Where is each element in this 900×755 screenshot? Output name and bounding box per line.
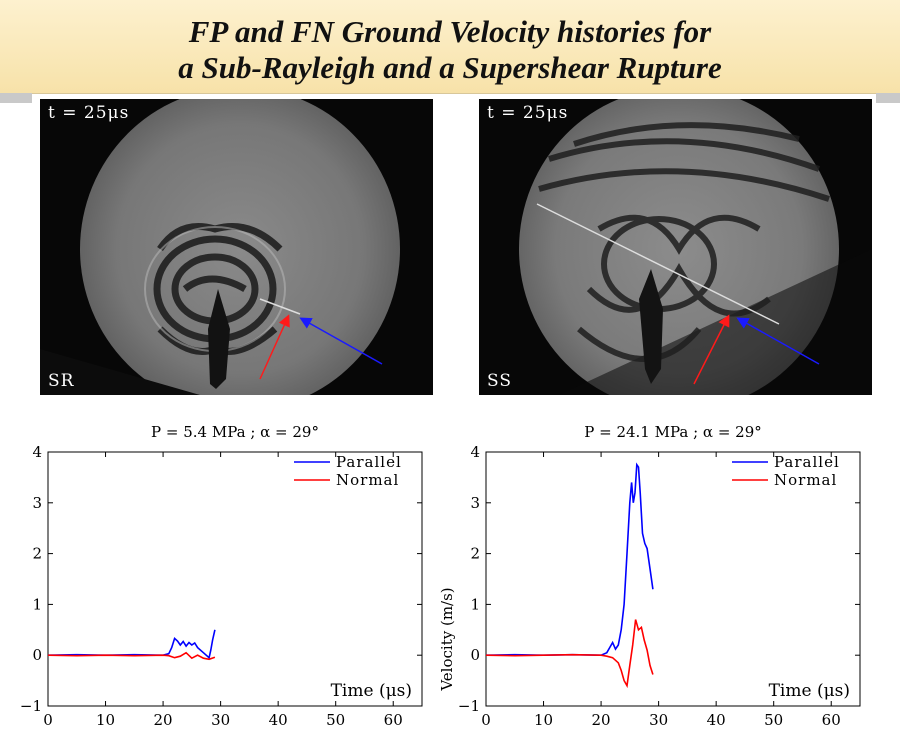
y-tick-label: 0 [32, 646, 42, 664]
y-tick-label: 2 [470, 545, 480, 563]
series-line-normal [47, 651, 216, 661]
title-banner [0, 0, 900, 94]
photo-sr-image [40, 99, 400, 395]
slide-title-line2: a Sub-Rayleigh and a Supershear Rupture [178, 50, 722, 85]
x-tick-label: 0 [43, 711, 53, 729]
legend-label-parallel: Parallel [774, 453, 840, 471]
series-line-normal [485, 619, 654, 689]
plot-frame [485, 451, 861, 707]
x-tick-label: 10 [534, 711, 553, 729]
slide-title-line1: FP and FN Ground Velocity histories for [188, 14, 712, 49]
y-tick-label: 3 [32, 494, 42, 512]
x-tick-label: 40 [269, 711, 288, 729]
plot-sub-rayleigh: P = 5.4 MPa ; α = 29°0 10 20 30 40 50 60−10123… [20, 423, 423, 729]
velocity-plots: P = 5.4 MPa ; α = 29°0 10 20 30 40 50 60−10123… [20, 423, 861, 729]
x-tick-label: 30 [211, 711, 230, 729]
x-tick-label: 40 [707, 711, 726, 729]
chart-title: P = 24.1 MPa ; α = 29° [584, 423, 762, 441]
photo-supershear: t = 25μs SS [479, 99, 872, 395]
x-tick-label: 50 [764, 711, 783, 729]
x-tick-label: 30 [649, 711, 668, 729]
x-tick-label: 50 [326, 711, 345, 729]
x-axis-label: Time (μs) [769, 681, 850, 701]
plot-supershear: P = 24.1 MPa ; α = 29°0 10 20 30 40 50 60−1012… [438, 423, 861, 729]
x-tick-label: 20 [592, 711, 611, 729]
chart-title: P = 5.4 MPa ; α = 29° [151, 423, 319, 441]
y-tick-label: 1 [470, 595, 480, 613]
legend-label-parallel: Parallel [336, 453, 402, 471]
series-line-parallel [47, 629, 216, 660]
slide-title: FP and FN Ground Velocity histories for … [0, 14, 900, 86]
y-tick-label: 4 [470, 443, 480, 461]
x-tick-label: 10 [96, 711, 115, 729]
plot-frame [47, 451, 423, 707]
x-tick-label: 60 [384, 711, 403, 729]
y-tick-label: 3 [470, 494, 480, 512]
y-tick-label: −1 [458, 697, 480, 715]
y-tick-label: 1 [32, 595, 42, 613]
title-shadow-left [0, 93, 32, 103]
y-axis-label: Velocity (m/s) [438, 587, 456, 691]
x-tick-label: 0 [481, 711, 491, 729]
y-tick-label: −1 [20, 697, 42, 715]
y-tick-label: 0 [470, 646, 480, 664]
photo-ss-image [519, 99, 872, 395]
x-axis-label: Time (μs) [331, 681, 412, 701]
legend-label-normal: Normal [774, 471, 837, 489]
y-tick-label: 4 [32, 443, 42, 461]
series-line-parallel [485, 462, 654, 657]
x-tick-label: 60 [822, 711, 841, 729]
legend-label-normal: Normal [336, 471, 399, 489]
y-tick-label: 2 [32, 545, 42, 563]
photo-sr-case-label: SR [48, 371, 75, 391]
photo-sr-time-label: t = 25μs [48, 103, 130, 123]
x-tick-label: 20 [154, 711, 173, 729]
photo-sub-rayleigh: t = 25μs SR [40, 99, 433, 395]
photo-ss-case-label: SS [487, 371, 512, 391]
title-shadow-right [876, 93, 900, 103]
photo-ss-time-label: t = 25μs [487, 103, 569, 123]
